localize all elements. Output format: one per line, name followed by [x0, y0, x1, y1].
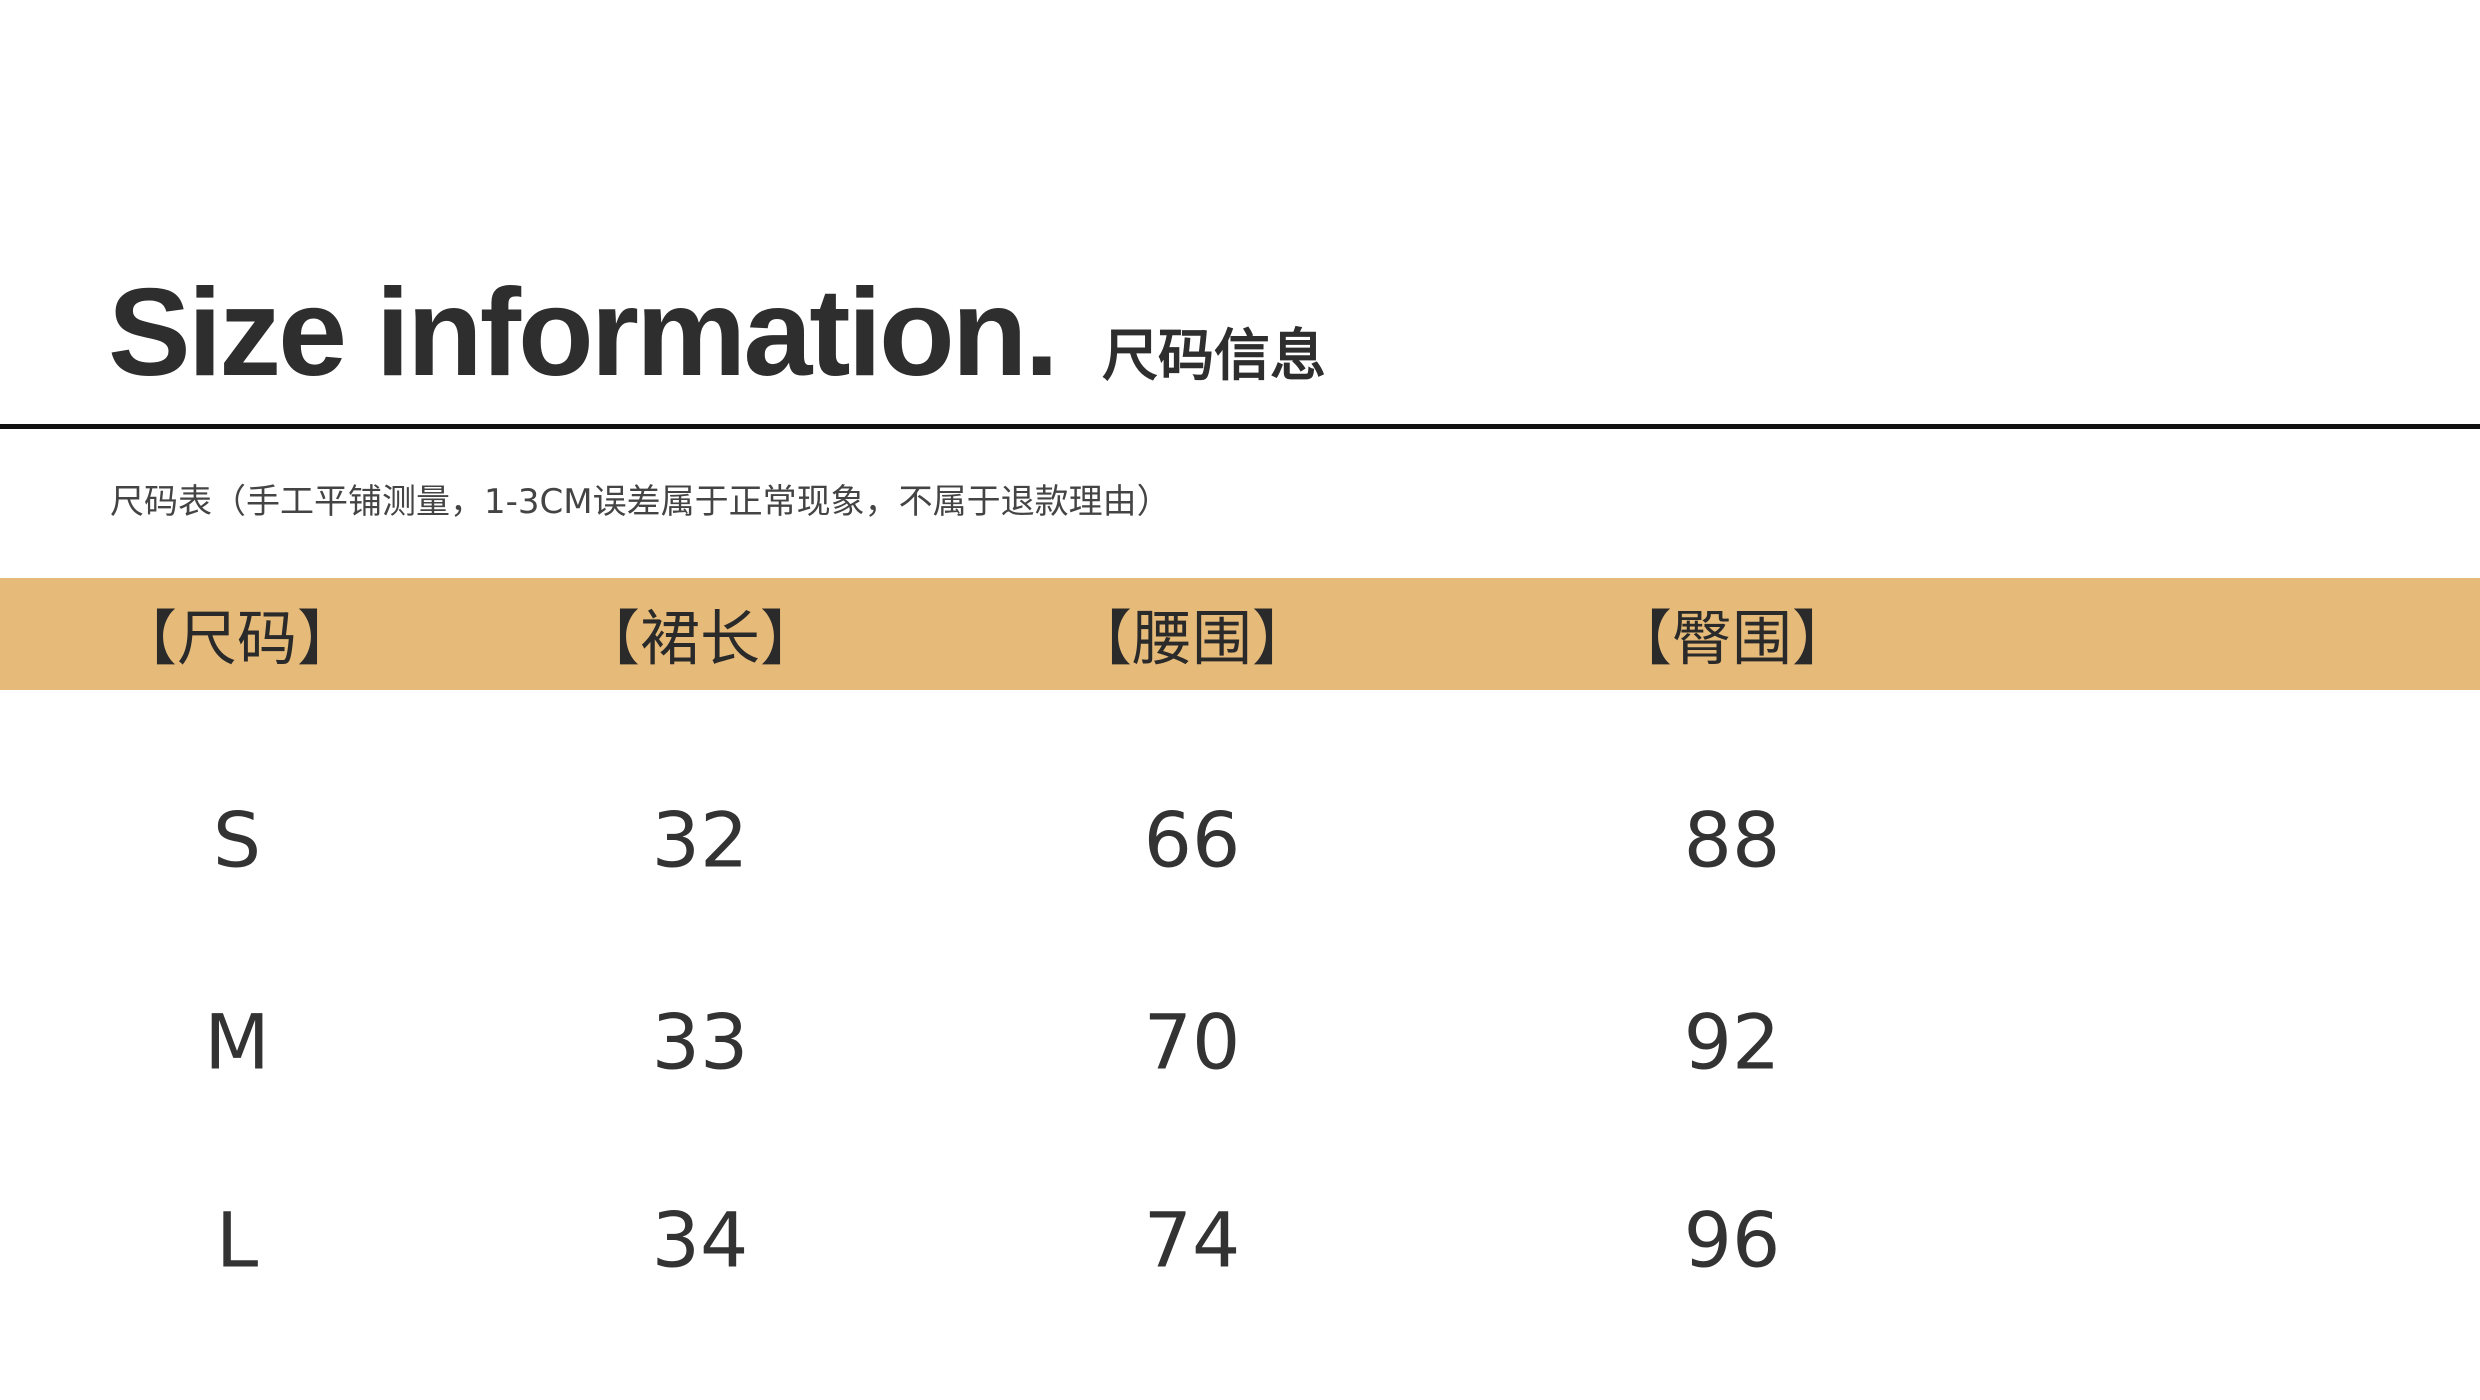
table-cell: 96: [1683, 1195, 1781, 1285]
divider: [0, 424, 2480, 429]
subtitle: 尺码表（手工平铺测量，1-3CM误差属于正常现象，不属于退款理由）: [110, 482, 1171, 522]
title-chinese: 尺码信息: [1101, 324, 1326, 389]
column-header: 【尺码】: [117, 604, 357, 675]
table-cell: L: [215, 1195, 259, 1285]
column-header: 【臀围】: [1612, 604, 1852, 675]
table-cell: 33: [651, 997, 749, 1087]
table-cell: S: [212, 795, 262, 885]
table-cell: 88: [1683, 795, 1781, 885]
page-title: Size information. 尺码信息: [108, 262, 1326, 404]
table-cell: 66: [1143, 795, 1241, 885]
column-header: 【腰围】: [1072, 604, 1312, 675]
table-cell: 92: [1683, 997, 1781, 1087]
table-cell: 74: [1143, 1195, 1241, 1285]
table-cell: 70: [1143, 997, 1241, 1087]
table-cell: 34: [651, 1195, 749, 1285]
table-cell: M: [204, 997, 270, 1087]
title-english: Size information.: [108, 264, 1059, 402]
column-header: 【裙长】: [580, 604, 820, 675]
table-cell: 32: [651, 795, 749, 885]
table-header-band: [0, 578, 2480, 690]
